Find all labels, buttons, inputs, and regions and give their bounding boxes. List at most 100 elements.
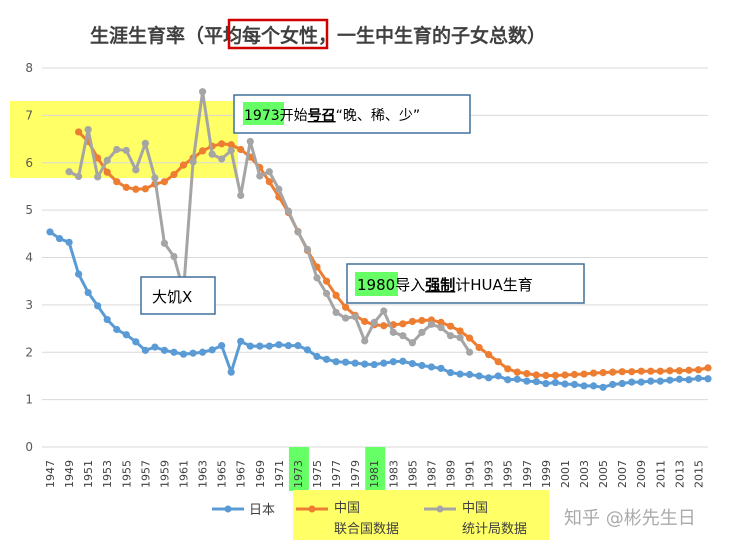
data-point bbox=[427, 363, 436, 371]
data-point bbox=[65, 238, 73, 246]
data-point bbox=[332, 291, 340, 299]
data-point bbox=[342, 303, 350, 311]
data-point bbox=[198, 348, 207, 356]
legend-label-china-un-line2: 联合国数据 bbox=[334, 522, 399, 537]
data-point bbox=[399, 332, 407, 340]
annotation-1980: 1980导入强制计HUA生育 bbox=[346, 263, 585, 304]
legend-label-japan: 日本 bbox=[249, 503, 275, 518]
data-point bbox=[532, 378, 540, 386]
data-point bbox=[399, 320, 407, 328]
x-tick-label: 1989 bbox=[445, 460, 458, 488]
data-point bbox=[570, 380, 579, 389]
data-point bbox=[160, 346, 169, 354]
data-point bbox=[446, 332, 455, 340]
highlight-zone-1950s-60s bbox=[10, 101, 238, 178]
data-point bbox=[237, 145, 245, 154]
data-point bbox=[513, 368, 521, 376]
x-tick-label: 1997 bbox=[521, 460, 534, 488]
data-point bbox=[666, 376, 674, 384]
legend-label-china-stats-line1: 中国 bbox=[462, 501, 488, 516]
data-point bbox=[609, 380, 617, 389]
x-tick-label: 1993 bbox=[483, 460, 496, 488]
data-point bbox=[465, 348, 474, 356]
data-point bbox=[322, 277, 331, 285]
data-point bbox=[609, 368, 617, 376]
x-tick-label: 1965 bbox=[216, 460, 229, 488]
x-tick-label: 2005 bbox=[597, 460, 610, 488]
data-point bbox=[103, 156, 111, 164]
x-tick-highlight bbox=[288, 447, 309, 491]
data-point bbox=[389, 328, 397, 336]
data-point bbox=[208, 150, 216, 158]
data-point bbox=[256, 172, 264, 180]
data-point bbox=[113, 145, 121, 154]
x-tick-label: 1983 bbox=[387, 460, 400, 488]
title-boxed: 平均每个 bbox=[204, 24, 281, 47]
data-point bbox=[294, 228, 302, 236]
annotation-1980-year-highlight bbox=[355, 272, 398, 296]
data-point bbox=[561, 380, 569, 388]
x-tick-label: 2001 bbox=[559, 460, 572, 488]
data-point bbox=[675, 375, 683, 383]
data-point bbox=[446, 369, 455, 377]
y-tick-label: 7 bbox=[25, 108, 33, 122]
x-tick-label: 1975 bbox=[311, 460, 324, 488]
data-point bbox=[465, 370, 474, 379]
data-point bbox=[46, 228, 54, 236]
annotation-1980-year: 1980 bbox=[357, 276, 395, 294]
legend-item-china-stats: 中国 统计局数据 bbox=[424, 501, 527, 537]
x-tick-label: 1979 bbox=[349, 460, 362, 488]
data-point bbox=[218, 140, 226, 148]
x-tick-label: 1985 bbox=[406, 460, 419, 488]
x-tick-label: 1947 bbox=[44, 460, 57, 488]
data-point bbox=[456, 333, 464, 342]
data-point bbox=[523, 369, 531, 378]
data-point bbox=[294, 342, 302, 350]
data-point bbox=[141, 346, 149, 354]
data-point bbox=[418, 361, 426, 370]
x-tick-label: 1955 bbox=[120, 460, 133, 488]
series-line bbox=[49, 230, 709, 389]
data-point bbox=[275, 185, 283, 193]
data-point bbox=[647, 367, 655, 375]
y-tick-label: 6 bbox=[25, 156, 33, 170]
legend-item-japan: 日本 bbox=[212, 503, 275, 518]
annotation-1973-year: 1973 bbox=[244, 108, 280, 124]
data-point bbox=[656, 367, 664, 375]
data-point bbox=[256, 342, 264, 350]
data-point bbox=[475, 343, 483, 352]
y-tick-label: 2 bbox=[25, 345, 33, 359]
data-point bbox=[504, 365, 512, 373]
series-1 bbox=[75, 128, 712, 380]
data-point bbox=[380, 322, 388, 330]
chart-title: 生涯生育率（平均每个女性，一生中生育的子女总数） bbox=[90, 24, 546, 47]
data-point bbox=[399, 357, 407, 365]
data-point bbox=[456, 370, 464, 378]
data-point bbox=[303, 346, 312, 354]
data-point bbox=[332, 358, 340, 366]
data-point bbox=[427, 320, 436, 328]
annotation-1980-before: 导入 bbox=[395, 276, 425, 294]
data-point bbox=[494, 358, 502, 366]
data-point bbox=[513, 375, 521, 383]
data-point bbox=[94, 302, 102, 310]
data-point bbox=[284, 207, 293, 215]
x-tick-label: 2009 bbox=[635, 460, 648, 488]
data-point bbox=[408, 339, 416, 347]
data-point bbox=[151, 343, 159, 351]
data-point bbox=[75, 128, 83, 136]
x-tick-label: 1995 bbox=[502, 460, 515, 488]
svg-text:1980导入强制计HUA生育: 1980导入强制计HUA生育 bbox=[357, 276, 533, 294]
data-point bbox=[55, 234, 64, 243]
data-point bbox=[313, 352, 321, 361]
data-point bbox=[637, 367, 645, 375]
data-point bbox=[408, 317, 416, 326]
y-tick-label: 5 bbox=[25, 203, 33, 217]
data-point bbox=[84, 288, 92, 297]
y-tick-label: 8 bbox=[25, 61, 33, 75]
annotation-1973-year-highlight bbox=[243, 102, 284, 125]
data-point bbox=[208, 346, 216, 354]
data-point bbox=[322, 355, 331, 363]
data-point bbox=[189, 349, 197, 357]
data-point bbox=[103, 168, 111, 176]
